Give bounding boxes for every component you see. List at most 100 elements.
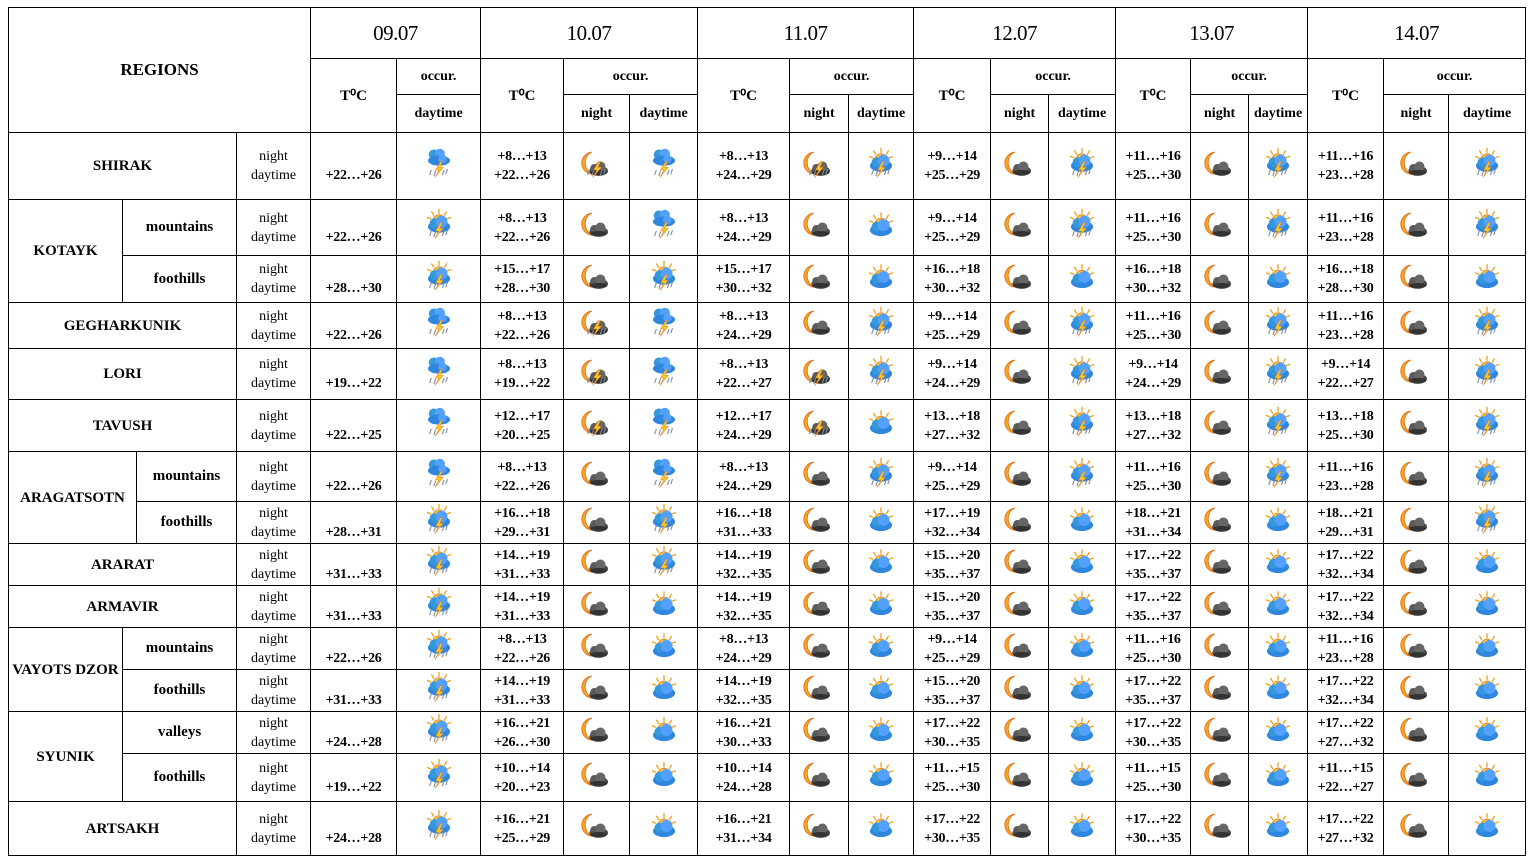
- period-labels: night daytime: [235, 669, 312, 712]
- daytime-temperature: +24…+28: [325, 734, 382, 750]
- region-name-text: GEGHARKUNIK: [63, 317, 182, 334]
- moon-cloud-icon: [802, 259, 836, 295]
- night-temperature: +17…+22: [1317, 811, 1374, 827]
- temperature-cell: +17…+22 +32…+34: [1307, 585, 1385, 628]
- night-icon-cell: [1190, 585, 1250, 628]
- daytime-label: daytime: [250, 830, 297, 846]
- period-labels: night daytime: [235, 801, 312, 856]
- temperature-cell: +9…+14 +25…+29: [913, 199, 992, 256]
- daytime-temperature: +35…+37: [1125, 692, 1181, 708]
- storm-cloud-rain-lightning-icon: [647, 405, 681, 441]
- daytime-icon-cell: [1448, 132, 1527, 200]
- temperature-cell: +8…+13 +22…+27: [697, 348, 791, 400]
- night-icon-cell: [789, 199, 850, 256]
- daytime-header: daytime: [396, 94, 482, 133]
- daytime-label: daytime: [250, 427, 297, 443]
- region-name-text: ARMAVIR: [86, 598, 159, 615]
- moon-cloud-icon: [1203, 146, 1237, 182]
- moon-cloud-icon: [1003, 405, 1037, 441]
- sun-cloud-rain-lightning-icon: [422, 629, 456, 665]
- temperature-cell: +11…+16 +25…+30: [1115, 302, 1192, 349]
- temperature-cell: +16…+18 +28…+30: [1307, 255, 1385, 303]
- moon-cloud-icon: [1399, 545, 1433, 581]
- night-temperature: +17…+22: [1317, 715, 1374, 731]
- daytime-icon-cell: [1048, 302, 1117, 349]
- daytime-temperature: +35…+37: [1125, 608, 1181, 624]
- sun-cloud-rain-lightning-icon: [864, 456, 898, 492]
- daytime-temperature: +30…+32: [715, 281, 772, 296]
- daytime-icon-cell: [848, 501, 915, 544]
- temperature-cell: +17…+22 +32…+34: [1307, 543, 1385, 586]
- daytime-icon-cell: [629, 543, 699, 586]
- storm-cloud-rain-lightning-icon: [422, 456, 456, 492]
- moon-cloud-lightning-icon: [802, 354, 836, 390]
- night-icon-cell: [563, 348, 631, 400]
- sun-behind-cloud-icon: [647, 713, 681, 749]
- daytime-icon-cell: [1048, 585, 1117, 628]
- moon-cloud-icon: [1399, 757, 1433, 793]
- period-labels: night daytime: [235, 451, 312, 502]
- moon-cloud-icon: [1003, 354, 1037, 390]
- night-label: night: [259, 308, 288, 324]
- date-header: 09.07: [310, 7, 482, 59]
- daytime-temperature: +22…+27: [1317, 779, 1374, 795]
- night-icon-cell: [1383, 801, 1450, 856]
- daytime-header: daytime: [1048, 94, 1117, 133]
- night-temperature: +13…+18: [924, 408, 980, 424]
- night-icon-cell: [990, 399, 1050, 452]
- temperature-cell: +17…+22 +35…+37: [1115, 543, 1192, 586]
- temperature-header: T⁰C: [1307, 58, 1385, 133]
- night-icon-cell: [990, 501, 1050, 544]
- temperature-cell: +11…+16 +23…+28: [1307, 627, 1385, 670]
- temperature-cell: +8…+13 +22…+26: [480, 302, 565, 349]
- daytime-temperature: +25…+29: [494, 830, 550, 846]
- temperature-header: T⁰C: [913, 58, 992, 133]
- night-temperature: +17…+22: [924, 715, 980, 731]
- daytime-label: daytime: [250, 779, 297, 795]
- night-temperature: +18…+21: [1317, 505, 1374, 521]
- daytime-temperature: +31…+33: [325, 608, 382, 624]
- daytime-icon-cell: [1248, 399, 1309, 452]
- daytime-icon-cell: [848, 669, 915, 712]
- sun-behind-cloud-icon: [1470, 545, 1504, 581]
- daytime-temperature: +20…+23: [494, 779, 550, 795]
- region-name-text: ARAGATSOTN: [20, 489, 125, 506]
- night-icon-cell: [990, 451, 1050, 502]
- occurrence-header: occur.: [563, 58, 699, 95]
- night-header: night: [1190, 94, 1250, 133]
- daytime-icon-cell: [1448, 199, 1527, 256]
- sun-cloud-rain-lightning-icon: [1065, 305, 1099, 341]
- sun-cloud-rain-lightning-icon: [422, 671, 456, 707]
- temperature-cell: +17…+22 +30…+35: [1115, 801, 1192, 856]
- temperature-cell: +17…+22 +27…+32: [1307, 711, 1385, 754]
- temperature-cell: +14…+19 +32…+35: [697, 543, 791, 586]
- sun-cloud-rain-lightning-icon: [1065, 456, 1099, 492]
- night-icon-cell: [1190, 669, 1250, 712]
- daytime-temperature: +23…+28: [1317, 650, 1374, 666]
- moon-cloud-icon: [580, 503, 614, 539]
- daytime-temperature: +24…+29: [715, 327, 772, 343]
- sun-behind-cloud-icon: [864, 757, 898, 793]
- sun-behind-cloud-icon: [1470, 259, 1504, 295]
- daytime-icon-cell: [1448, 543, 1527, 586]
- period-labels: night daytime: [235, 501, 312, 544]
- temperature-cell: +8…+13 +22…+26: [480, 199, 565, 256]
- region-name: ARMAVIR: [8, 585, 237, 628]
- sun-cloud-rain-lightning-icon: [864, 146, 898, 182]
- daytime-icon-cell: [848, 451, 915, 502]
- sun-cloud-rain-lightning-icon: [1470, 207, 1504, 243]
- temperature-cell: +16…+21 +26…+30: [480, 711, 565, 754]
- moon-cloud-icon: [1003, 671, 1037, 707]
- table-row: foothills night daytime +28…+31 +16…+18 +29…+…: [9, 501, 1527, 544]
- night-temperature: +14…+19: [715, 547, 772, 563]
- moon-cloud-icon: [1399, 587, 1433, 623]
- temperature-cell: +9…+14 +25…+29: [913, 451, 992, 502]
- table-row: SYUNIK valleys night daytime +24…+28 +16…+21 +…: [8, 711, 1527, 802]
- night-icon-cell: [563, 801, 631, 856]
- moon-cloud-icon: [1203, 587, 1237, 623]
- daytime-temperature: +22…+27: [1317, 376, 1374, 391]
- moon-cloud-icon: [802, 808, 836, 844]
- night-temperature: +17…+22: [1317, 589, 1374, 605]
- daytime-temperature: +25…+30: [1125, 478, 1181, 494]
- temperature-cell: +14…+19 +31…+33: [480, 543, 565, 586]
